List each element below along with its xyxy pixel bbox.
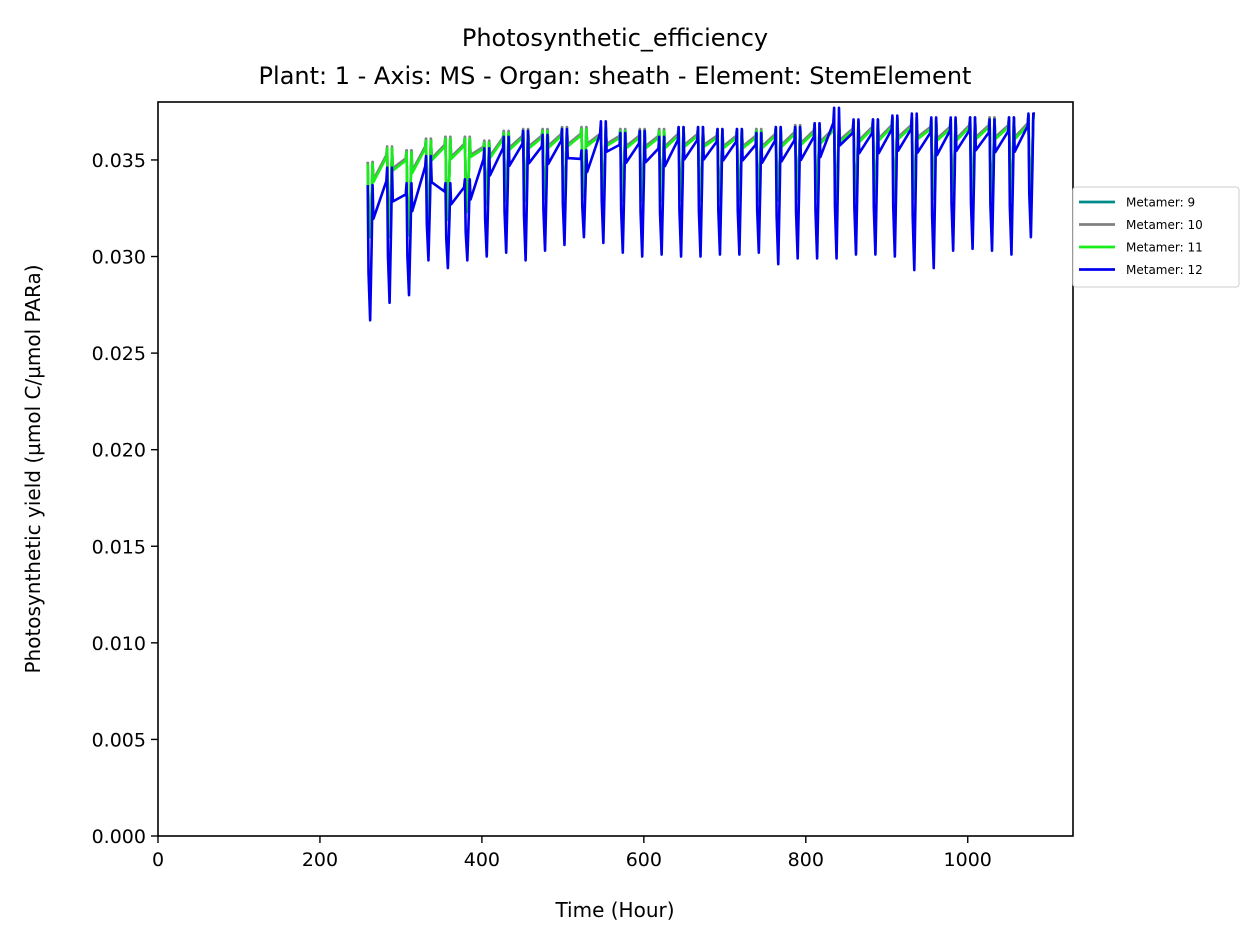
y-tick-label: 0.005 [92,729,146,751]
x-tick-label: 200 [302,849,338,871]
legend-frame [1072,186,1240,288]
x-axis: 0 200 400 600 800 1000 [152,836,992,871]
y-tick-label: 0.020 [92,440,146,462]
plot-lines [366,106,1035,322]
legend-label: Metamer: 12 [1126,263,1203,277]
chart-title: Photosynthetic_efficiency [462,24,768,52]
x-tick-label: 600 [626,849,662,871]
x-tick-label: 1000 [944,849,992,871]
y-tick-label: 0.015 [92,536,146,558]
series-line-metamer-12 [366,106,1035,322]
legend-label: Metamer: 11 [1126,241,1203,255]
x-tick-label: 0 [152,849,164,871]
y-tick-label: 0.010 [92,633,146,655]
legend-label: Metamer: 10 [1126,218,1203,232]
chart-subtitle: Plant: 1 - Axis: MS - Organ: sheath - El… [259,62,972,90]
x-axis-label: Time (Hour) [554,898,674,922]
y-tick-label: 0.000 [92,826,146,848]
legend: Metamer: 9 Metamer: 10 Metamer: 11 Metamer:… [1072,186,1240,288]
y-axis-label: Photosynthetic yield (µmol C/µmol PARa) [21,264,45,673]
y-tick-label: 0.030 [92,247,146,269]
legend-label: Metamer: 9 [1126,196,1195,210]
x-tick-label: 800 [788,849,824,871]
y-tick-label: 0.035 [92,150,146,172]
y-axis: 0.000 0.005 0.010 0.015 0.020 0.025 0.030 0.035 [92,150,158,848]
y-tick-label: 0.025 [92,343,146,365]
plot-frame [157,101,1074,837]
x-tick-label: 400 [464,849,500,871]
